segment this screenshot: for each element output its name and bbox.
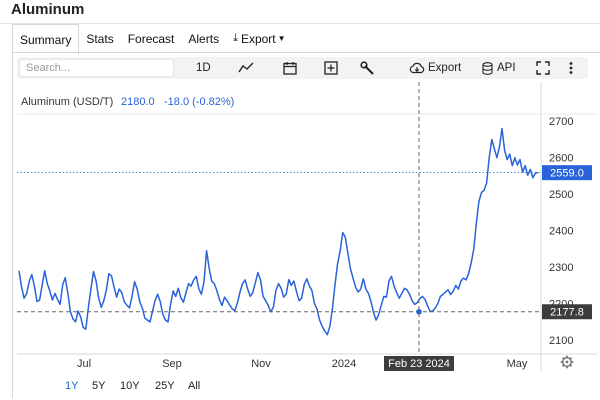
legend-name: Aluminum (USD/T): [21, 96, 113, 108]
range-1y[interactable]: 1Y: [65, 380, 79, 392]
last-price-label-box: [542, 165, 592, 181]
tab-forecast[interactable]: Forecast: [127, 31, 175, 46]
interval-button[interactable]: 1D: [196, 62, 211, 74]
y-tick-label: 2500: [549, 189, 573, 201]
crosshair-price-label: 2177.8: [550, 307, 584, 319]
more-options-icon[interactable]: [569, 57, 573, 79]
crosshair-price-label-box: [542, 304, 592, 320]
crosshair-date-label: Feb 23 2024: [388, 358, 450, 370]
tab-export[interactable]: ⤓ Export ▼: [226, 24, 292, 53]
legend-value: 2180.0: [121, 96, 155, 108]
range-10y[interactable]: 10Y: [120, 380, 140, 392]
range-25y[interactable]: 25Y: [155, 380, 175, 392]
crosshair-point: [416, 308, 422, 315]
line-chart-icon[interactable]: [238, 57, 254, 79]
add-indicator-icon[interactable]: [324, 57, 338, 79]
y-tick-label: 2400: [549, 226, 573, 238]
database-icon: [482, 61, 493, 75]
export-button[interactable]: Export: [409, 57, 461, 79]
y-tick-label: 2600: [549, 153, 573, 165]
legend-change: -18.0 (-0.82%): [164, 96, 234, 108]
api-label: API: [497, 62, 516, 74]
settings-gear-icon[interactable]: [560, 355, 574, 369]
range-all[interactable]: All: [188, 380, 201, 392]
page-title: Aluminum: [11, 1, 85, 18]
tab-summary[interactable]: Summary: [12, 24, 80, 54]
x-tick-label: Sep: [162, 358, 182, 370]
x-tick-label: May: [507, 358, 528, 370]
x-tick-label: Nov: [251, 358, 271, 370]
download-icon: ⤓: [233, 32, 238, 44]
summary-panel: [12, 52, 600, 398]
tabs-divider: [12, 52, 600, 53]
y-tick-label: 2700: [549, 116, 573, 128]
price-chart-svg[interactable]: Aluminum (USD/T) 2180.0 -18.0 (-0.82%) 2…: [17, 82, 597, 372]
wrench-icon[interactable]: [360, 57, 374, 79]
tab-alerts[interactable]: Alerts: [188, 31, 220, 46]
tab-stats[interactable]: Stats: [86, 31, 114, 46]
cloud-download-icon: [409, 62, 425, 74]
price-series-line: [18, 127, 539, 336]
search-input[interactable]: [19, 59, 174, 77]
y-tick-label: 2100: [549, 335, 573, 347]
api-button[interactable]: API: [482, 57, 516, 79]
x-tick-label: Jul: [77, 358, 91, 370]
y-tick-label: 2300: [549, 262, 573, 274]
tab-export-label: Export: [240, 31, 276, 46]
export-label: Export: [428, 62, 462, 74]
tab-bar: Summary Stats Forecast Alerts ⤓ Export ▼: [12, 24, 293, 54]
calendar-icon[interactable]: [283, 57, 297, 79]
caret-down-icon: ▼: [277, 34, 286, 43]
crosshair-date-label-box: [384, 356, 454, 371]
title-divider: [0, 23, 600, 24]
range-5y[interactable]: 5Y: [92, 380, 106, 392]
last-price-label: 2559.0: [550, 168, 584, 180]
x-tick-label: 2024: [332, 358, 356, 370]
fullscreen-icon[interactable]: [536, 57, 550, 79]
price-chart[interactable]: Aluminum (USD/T) 2180.0 -18.0 (-0.82%) 2…: [17, 82, 597, 372]
